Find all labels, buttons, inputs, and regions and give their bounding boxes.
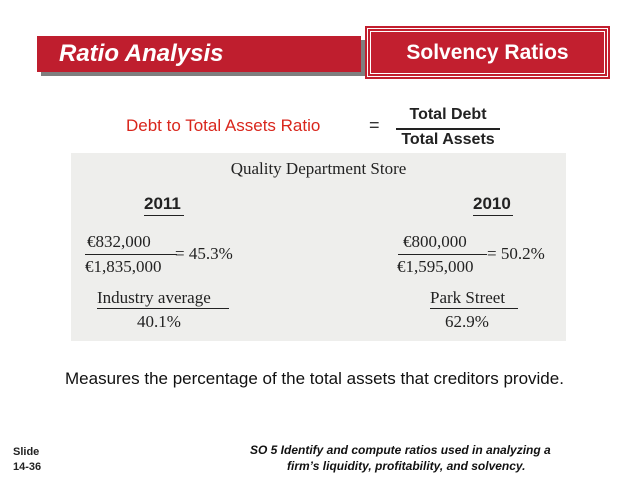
year-2011-underline [144, 215, 184, 216]
slide-id: 14-36 [13, 461, 42, 473]
year-2011-label: 2011 [144, 194, 181, 213]
subtitle-box: Solvency Ratios [365, 26, 610, 79]
numerator-2011: €832,000 [87, 232, 151, 251]
example-panel: Quality Department Store 2011 2010 €832,… [71, 153, 566, 341]
fraction-bar-2010 [398, 254, 487, 255]
year-2010-label: 2010 [473, 194, 511, 213]
industry-average-label: Industry average [97, 288, 211, 307]
formula-numerator: Total Debt [409, 106, 487, 123]
slide-number: Slide 14-36 [13, 445, 41, 475]
slide-title: Ratio Analysis [59, 40, 224, 67]
park-street-underline [430, 308, 518, 309]
result-2010: = 50.2% [487, 244, 545, 263]
park-street-label: Park Street [430, 288, 506, 307]
formula-denominator: Total Assets [401, 131, 495, 148]
denominator-2010: €1,595,000 [397, 257, 474, 276]
ratio-description: Measures the percentage of the total ass… [65, 369, 564, 388]
formula-label: Debt to Total Assets Ratio [126, 116, 321, 135]
study-objective-line-2: firm’s liquidity, profitability, and sol… [287, 459, 526, 473]
slide-label: Slide [13, 446, 40, 458]
title-banner: Ratio Analysis [37, 36, 361, 72]
fraction-bar-2011 [85, 254, 177, 255]
company-name: Quality Department Store [230, 159, 407, 178]
year-2010-underline [473, 215, 513, 216]
result-2011: = 45.3% [175, 244, 233, 263]
ratio-formula: Debt to Total Assets Ratio = Total Debt … [126, 106, 526, 152]
park-street-value: 62.9% [445, 312, 489, 331]
formula-equals: = [369, 115, 380, 135]
industry-average-underline [97, 308, 229, 309]
slide-subtitle: Solvency Ratios [406, 41, 569, 64]
denominator-2011: €1,835,000 [85, 257, 162, 276]
formula-fraction-bar [396, 128, 500, 130]
industry-average-value: 40.1% [137, 312, 181, 331]
study-objective: SO 5 Identify and compute ratios used in… [250, 442, 630, 474]
study-objective-line-1: SO 5 Identify and compute ratios used in… [250, 443, 551, 457]
numerator-2010: €800,000 [403, 232, 467, 251]
